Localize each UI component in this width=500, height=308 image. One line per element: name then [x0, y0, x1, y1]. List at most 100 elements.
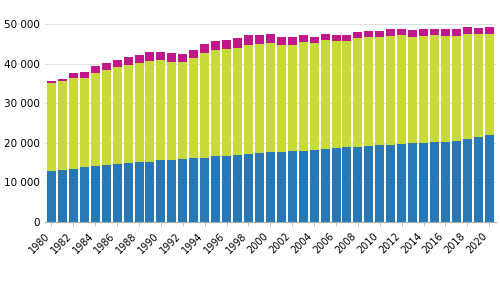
Bar [112, 164, 122, 222]
Bar [146, 61, 154, 162]
Bar [430, 142, 439, 222]
Bar [364, 31, 374, 37]
Bar [277, 152, 286, 222]
Bar [200, 44, 209, 53]
Bar [266, 34, 275, 43]
Bar [190, 50, 198, 58]
Bar [320, 149, 330, 222]
Bar [255, 153, 264, 222]
Bar [69, 169, 78, 222]
Bar [474, 27, 483, 34]
Bar [222, 40, 231, 49]
Bar [320, 40, 330, 149]
Bar [342, 148, 351, 222]
Bar [376, 31, 384, 37]
Bar [47, 81, 56, 83]
Bar [178, 159, 188, 222]
Bar [190, 158, 198, 222]
Bar [58, 170, 67, 222]
Bar [474, 137, 483, 222]
Bar [364, 37, 374, 146]
Bar [419, 36, 428, 143]
Bar [463, 139, 472, 222]
Bar [463, 27, 472, 34]
Bar [419, 143, 428, 222]
Bar [386, 145, 395, 222]
Bar [200, 158, 209, 222]
Bar [408, 144, 417, 222]
Bar [69, 73, 78, 78]
Bar [354, 38, 362, 147]
Bar [320, 34, 330, 40]
Bar [397, 144, 406, 222]
Bar [69, 78, 78, 169]
Bar [376, 145, 384, 222]
Bar [430, 29, 439, 35]
Bar [190, 58, 198, 158]
Bar [47, 171, 56, 222]
Bar [485, 27, 494, 34]
Bar [47, 83, 56, 171]
Bar [80, 78, 89, 167]
Bar [332, 148, 340, 222]
Bar [288, 151, 296, 222]
Bar [156, 52, 166, 59]
Bar [58, 79, 67, 81]
Bar [288, 45, 296, 151]
Bar [112, 60, 122, 67]
Bar [485, 135, 494, 222]
Bar [146, 52, 154, 61]
Bar [134, 55, 143, 63]
Bar [80, 72, 89, 78]
Bar [255, 44, 264, 153]
Bar [376, 37, 384, 145]
Bar [102, 63, 110, 70]
Bar [397, 29, 406, 35]
Bar [485, 34, 494, 135]
Bar [244, 45, 253, 154]
Bar [222, 156, 231, 222]
Bar [80, 167, 89, 222]
Bar [168, 62, 176, 160]
Bar [419, 30, 428, 36]
Bar [310, 37, 318, 43]
Bar [134, 162, 143, 222]
Bar [91, 66, 100, 73]
Bar [364, 146, 374, 222]
Bar [441, 29, 450, 36]
Bar [222, 49, 231, 156]
Bar [233, 38, 242, 48]
Bar [354, 32, 362, 38]
Bar [430, 35, 439, 142]
Bar [298, 151, 308, 222]
Bar [146, 162, 154, 222]
Bar [168, 53, 176, 62]
Bar [124, 163, 132, 222]
Bar [102, 70, 110, 165]
Bar [386, 30, 395, 36]
Bar [441, 142, 450, 222]
Bar [91, 166, 100, 222]
Bar [277, 45, 286, 152]
Bar [233, 48, 242, 155]
Bar [397, 35, 406, 144]
Bar [298, 34, 308, 42]
Bar [441, 36, 450, 142]
Bar [134, 63, 143, 162]
Bar [266, 43, 275, 152]
Bar [452, 36, 461, 141]
Bar [124, 65, 132, 163]
Bar [112, 67, 122, 164]
Bar [342, 34, 351, 41]
Bar [310, 43, 318, 150]
Bar [354, 147, 362, 222]
Bar [277, 37, 286, 45]
Bar [266, 152, 275, 222]
Bar [178, 54, 188, 62]
Bar [244, 35, 253, 45]
Bar [244, 154, 253, 222]
Bar [288, 37, 296, 45]
Bar [168, 160, 176, 222]
Bar [452, 29, 461, 36]
Bar [124, 57, 132, 65]
